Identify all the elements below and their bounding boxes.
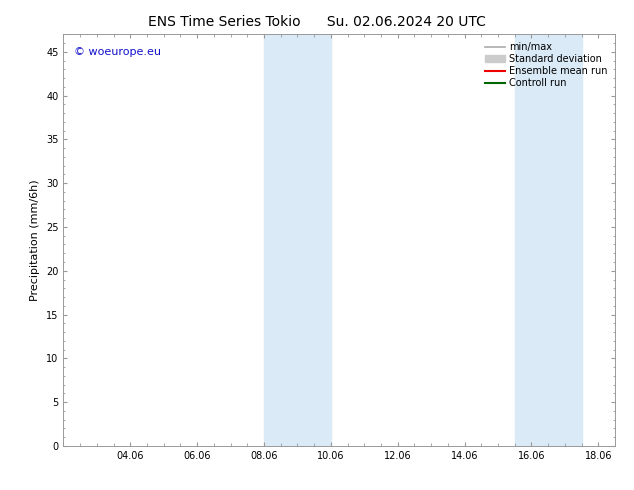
Y-axis label: Precipitation (mm/6h): Precipitation (mm/6h) [30,179,41,301]
Bar [515,34,581,446]
Text: © woeurope.eu: © woeurope.eu [74,47,162,57]
Text: ENS Time Series Tokio      Su. 02.06.2024 20 UTC: ENS Time Series Tokio Su. 02.06.2024 20 … [148,15,486,29]
Bar [264,34,331,446]
Legend: min/max, Standard deviation, Ensemble mean run, Controll run: min/max, Standard deviation, Ensemble me… [482,39,610,91]
